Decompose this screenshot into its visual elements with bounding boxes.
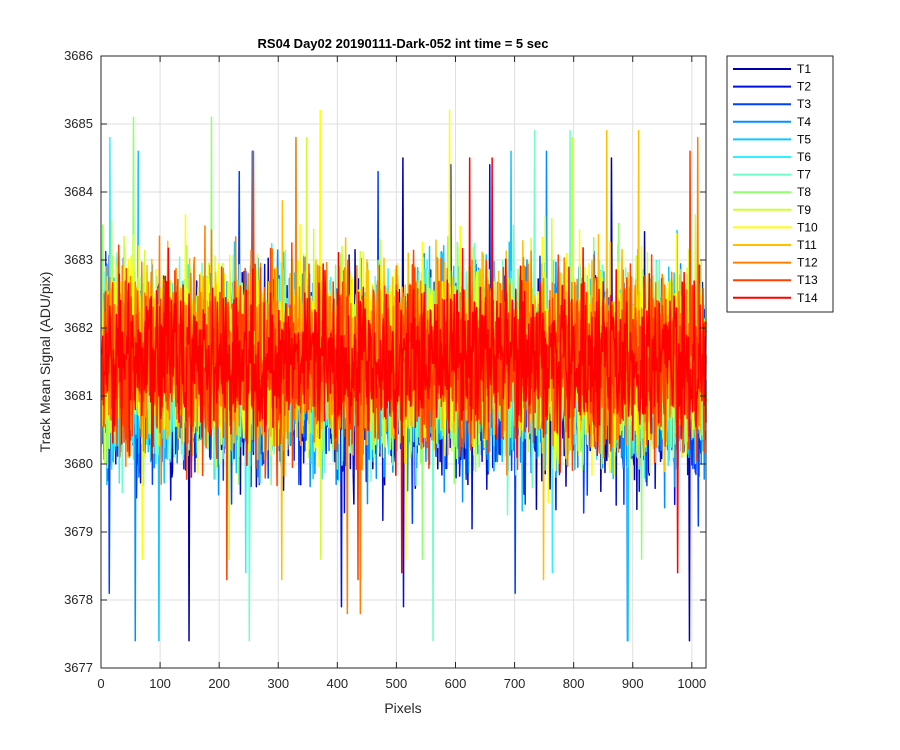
series-lines — [100, 109, 707, 642]
legend-label-t5: T5 — [797, 132, 811, 146]
x-tick-label: 0 — [97, 676, 104, 691]
x-tick-label: 1000 — [677, 676, 706, 691]
x-tick-label: 200 — [208, 676, 230, 691]
axis-ticks: 0 100 200 300 400 500 600 700 800 900 1000 3677 3678… — [64, 48, 706, 691]
legend-label-t1: T1 — [797, 62, 811, 76]
legend: T1 T2 T3 T4 T5 T6 T7 T8 T9 T10 T11 T12 T13 T14 — [726, 55, 834, 313]
legend-label-t4: T4 — [797, 115, 811, 129]
y-tick-label: 3681 — [64, 388, 93, 403]
legend-label-t14: T14 — [797, 291, 818, 305]
y-tick-label: 3683 — [64, 252, 93, 267]
x-tick-label: 600 — [445, 676, 467, 691]
legend-label-t7: T7 — [797, 168, 811, 182]
x-axis-label: Pixels — [384, 700, 421, 716]
plot-box — [100, 55, 707, 669]
x-tick-label: 500 — [386, 676, 408, 691]
y-axis-label: Track Mean Signal (ADU/pix) — [37, 272, 53, 453]
legend-label-t13: T13 — [797, 273, 818, 287]
x-tick-label: 300 — [267, 676, 289, 691]
legend-label-t12: T12 — [797, 256, 818, 270]
y-tick-label: 3685 — [64, 116, 93, 131]
y-tick-label: 3682 — [64, 320, 93, 335]
legend-label-t8: T8 — [797, 185, 811, 199]
legend-label-t11: T11 — [797, 238, 817, 252]
x-tick-label: 100 — [149, 676, 171, 691]
x-tick-label: 800 — [563, 676, 585, 691]
y-tick-label: 3686 — [64, 48, 93, 63]
legend-label-t6: T6 — [797, 150, 811, 164]
series-line-t14 — [100, 157, 707, 574]
y-tick-label: 3677 — [64, 660, 93, 675]
y-tick-label: 3680 — [64, 456, 93, 471]
legend-label-t9: T9 — [797, 203, 811, 217]
legend-box — [726, 55, 834, 313]
legend-label-t3: T3 — [797, 97, 811, 111]
legend-label-t10: T10 — [797, 220, 818, 234]
y-tick-label: 3678 — [64, 592, 93, 607]
y-tick-label: 3684 — [64, 184, 93, 199]
chart-title: RS04 Day02 20190111-Dark-052 int time = … — [258, 36, 549, 51]
x-tick-label: 400 — [326, 676, 348, 691]
legend-label-t2: T2 — [797, 80, 811, 94]
x-tick-label: 700 — [504, 676, 526, 691]
x-tick-label: 900 — [622, 676, 644, 691]
y-tick-label: 3679 — [64, 524, 93, 539]
